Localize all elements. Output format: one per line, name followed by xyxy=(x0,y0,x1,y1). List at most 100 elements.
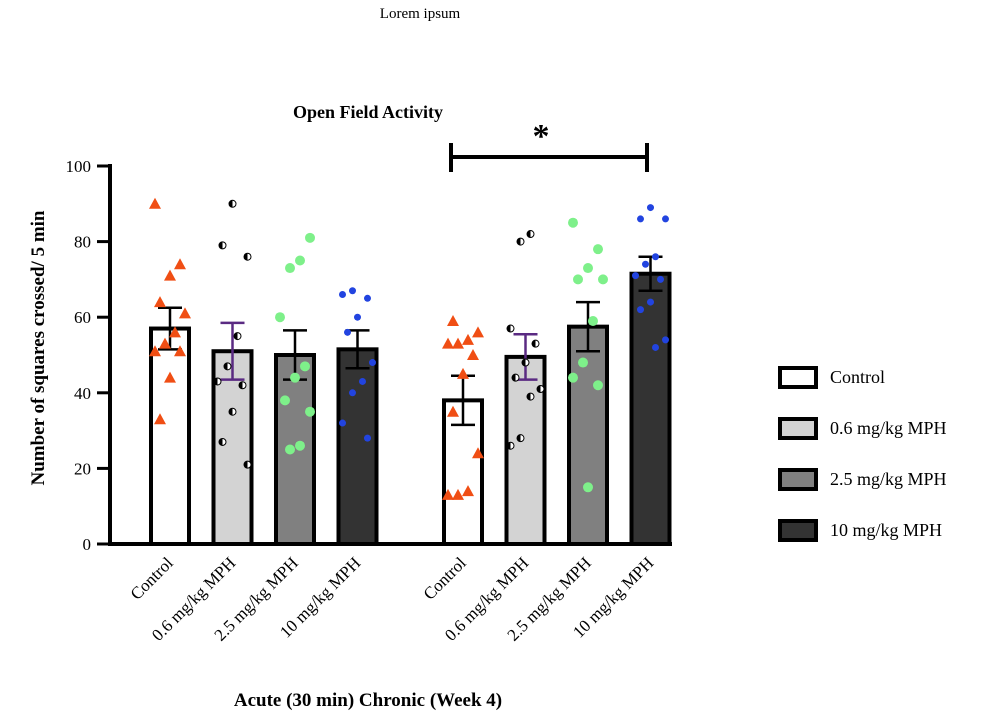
data-point xyxy=(164,269,176,281)
data-point xyxy=(228,407,237,416)
data-point xyxy=(472,447,484,459)
data-point xyxy=(511,373,520,382)
data-point xyxy=(154,296,166,308)
point-group xyxy=(275,232,315,455)
y-tick-label: 40 xyxy=(74,384,91,403)
point-group xyxy=(442,314,484,500)
error-bar xyxy=(576,300,600,353)
data-point xyxy=(218,437,227,446)
data-point xyxy=(218,241,227,250)
data-point xyxy=(652,343,659,351)
x-axis-label: Acute (30 min) Chronic (Week 4) xyxy=(234,690,502,711)
point-half xyxy=(527,230,531,238)
data-point xyxy=(467,349,479,360)
data-point xyxy=(526,392,535,401)
data-point xyxy=(452,337,464,349)
x-tick-label: Control xyxy=(420,553,470,603)
point-half xyxy=(229,408,233,416)
data-point xyxy=(588,315,598,326)
data-point xyxy=(516,434,525,443)
point-half xyxy=(244,461,248,469)
data-point xyxy=(506,324,515,333)
point-group xyxy=(506,230,545,450)
point-half xyxy=(229,200,233,208)
data-point xyxy=(243,460,252,469)
data-point xyxy=(647,204,654,212)
data-point xyxy=(233,332,242,341)
significance-star: * xyxy=(533,118,550,155)
data-point xyxy=(300,361,310,372)
bar xyxy=(567,324,609,546)
data-point xyxy=(442,337,454,349)
error-bar xyxy=(220,321,245,381)
data-point xyxy=(662,215,669,223)
point-half xyxy=(517,434,521,442)
y-tick-label: 60 xyxy=(74,308,91,327)
data-point xyxy=(243,252,252,261)
data-point xyxy=(280,395,290,406)
data-point xyxy=(369,359,376,367)
data-point xyxy=(159,337,171,349)
legend-swatch xyxy=(778,519,818,542)
data-point xyxy=(223,362,232,371)
legend-label: 0.6 mg/kg MPH xyxy=(830,418,947,438)
chart-title: Open Field Activity xyxy=(293,102,443,122)
data-point xyxy=(573,274,583,285)
data-point xyxy=(344,328,351,336)
data-point xyxy=(642,260,649,268)
point-half xyxy=(244,253,248,261)
point-half xyxy=(507,325,511,333)
legend-label: 10 mg/kg MPH xyxy=(830,520,942,540)
data-point xyxy=(462,485,474,497)
data-point xyxy=(568,372,578,383)
data-point xyxy=(295,440,305,451)
data-point xyxy=(447,314,459,326)
data-point xyxy=(354,313,361,321)
data-point xyxy=(238,381,247,390)
data-point xyxy=(349,287,356,295)
data-point xyxy=(452,488,464,500)
data-point xyxy=(305,232,315,243)
significance-bracket xyxy=(449,143,649,172)
point-half xyxy=(219,241,223,249)
data-point xyxy=(568,217,578,228)
page-header: Lorem ipsum xyxy=(380,6,461,22)
data-point xyxy=(521,358,530,367)
data-point xyxy=(339,291,346,299)
y-tick-label: 80 xyxy=(74,233,91,252)
point-half xyxy=(224,362,228,370)
data-point xyxy=(290,372,300,383)
point-group xyxy=(339,287,376,442)
data-point xyxy=(598,274,608,285)
bar xyxy=(274,353,316,546)
y-axis-label: Number of squares crossed/ 5 min xyxy=(28,210,49,485)
data-point xyxy=(213,377,222,386)
data-point xyxy=(583,482,593,493)
data-point xyxy=(339,419,346,427)
data-point xyxy=(285,263,295,274)
data-point xyxy=(447,405,459,417)
data-point xyxy=(169,326,181,338)
data-point xyxy=(583,263,593,274)
data-point xyxy=(593,380,603,391)
point-group xyxy=(213,199,252,469)
bar xyxy=(149,326,191,547)
legend-swatch xyxy=(778,468,818,491)
data-point xyxy=(442,488,454,500)
data-point xyxy=(174,345,186,357)
point-half xyxy=(234,332,238,340)
point-half xyxy=(512,374,516,382)
point-half xyxy=(537,385,541,393)
data-point xyxy=(295,255,305,266)
data-point xyxy=(364,434,371,442)
y-tick-label: 0 xyxy=(83,535,92,554)
data-point xyxy=(349,389,356,397)
y-tick-label: 100 xyxy=(66,157,92,176)
data-point xyxy=(305,406,315,417)
data-point xyxy=(526,230,535,239)
point-half xyxy=(239,381,243,389)
data-point xyxy=(657,275,664,283)
point-half xyxy=(517,238,521,246)
data-point xyxy=(457,367,469,379)
